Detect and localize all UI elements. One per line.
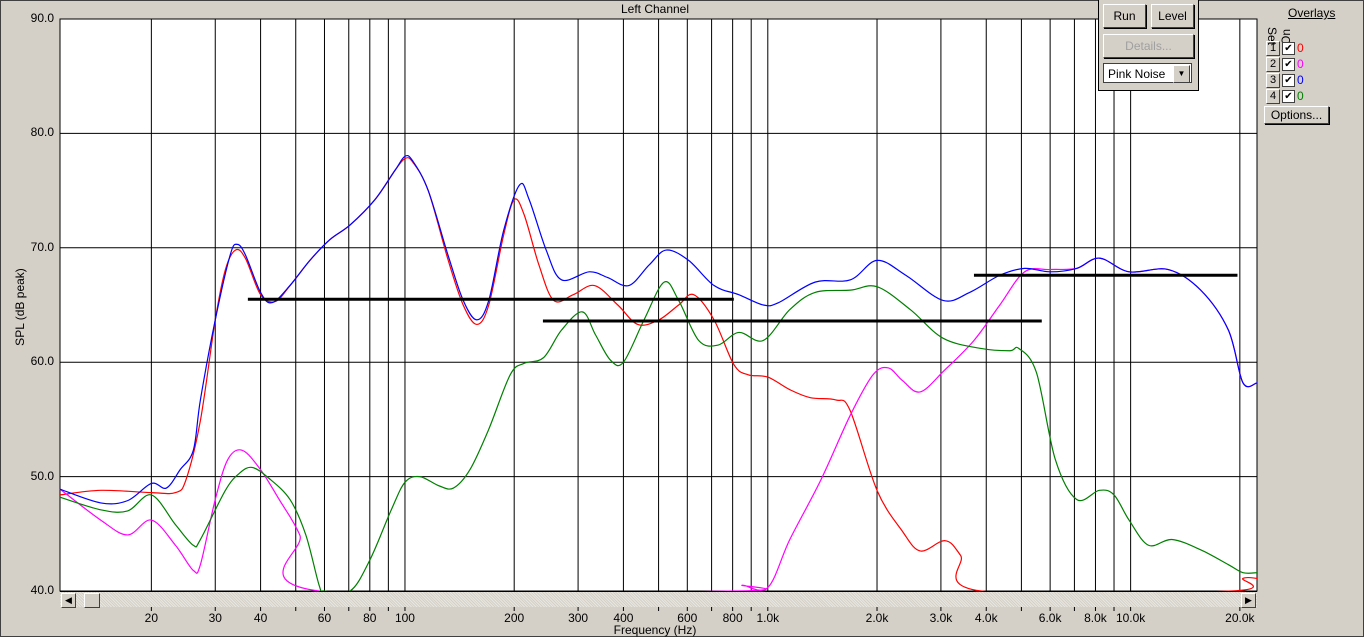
x-axis-label: Frequency (Hz) [613, 623, 697, 637]
x-tick-label: 200 [504, 611, 525, 625]
overlay-checkbox[interactable]: ✔ [1282, 58, 1295, 71]
x-tick-label: 800 [722, 611, 743, 625]
overlays-title: Overlays [1288, 6, 1336, 20]
overlay-checkbox[interactable]: ✔ [1282, 42, 1295, 55]
overlay-set-button[interactable]: 1 [1266, 41, 1280, 56]
x-tick-label: 2.0k [865, 611, 889, 625]
x-tick-label: 80 [363, 611, 377, 625]
x-tick-label: 20 [144, 611, 159, 625]
overlay-checkbox[interactable]: ✔ [1282, 74, 1295, 87]
x-tick-label: 20.0k [1225, 611, 1255, 625]
overlay-set-button[interactable]: 3 [1266, 73, 1280, 88]
overlays-panel: Overlays Set On 1 ✔ 0 2 ✔ 0 3 ✔ 0 4 ✔ 0 Options... [1262, 0, 1364, 130]
run-button[interactable]: Run [1103, 4, 1146, 28]
x-tick-label: 3.0k [929, 611, 953, 625]
overlay-value: 0 [1297, 41, 1304, 55]
x-tick-label: 30 [208, 611, 222, 625]
x-tick-label: 60 [317, 611, 332, 625]
x-tick-label: 300 [568, 611, 589, 625]
overlay-set-button[interactable]: 4 [1266, 89, 1280, 104]
x-tick-label: 100 [394, 611, 415, 625]
scroll-thumb[interactable] [84, 593, 100, 608]
x-tick-label: 8.0k [1084, 611, 1107, 625]
details-button[interactable]: Details... [1103, 34, 1194, 58]
y-tick-label: 90.0 [30, 11, 54, 25]
scroll-left-arrow-icon[interactable]: ◀ [61, 593, 76, 608]
scroll-right-arrow-icon[interactable]: ▶ [1241, 593, 1256, 608]
y-tick-label: 80.0 [30, 125, 54, 140]
x-tick-label: 1.0k [756, 611, 780, 625]
chart-title: Left Channel [620, 2, 690, 16]
x-tick-label: 10.0k [1115, 611, 1146, 625]
x-tick-label: 4.0k [974, 611, 998, 625]
options-button[interactable]: Options... [1264, 106, 1329, 124]
series-line-4 [59, 280, 1258, 595]
y-tick-label: 40.0 [30, 583, 54, 597]
y-tick-label: 50.0 [30, 468, 54, 483]
horizontal-scrollbar[interactable]: ◀ ▶ [60, 591, 1257, 608]
series-line-3 [59, 154, 1258, 505]
dropdown-arrow-icon[interactable]: ▼ [1173, 65, 1190, 83]
overlay-value: 0 [1297, 89, 1304, 103]
overlay-value: 0 [1297, 57, 1304, 71]
y-axis-label: SPL (dB peak) [13, 268, 27, 346]
y-tick-label: 60.0 [30, 354, 54, 369]
x-tick-label: 40 [253, 611, 268, 625]
overlay-checkbox[interactable]: ✔ [1282, 90, 1295, 103]
x-tick-label: 6.0k [1038, 611, 1062, 625]
control-panel: Run Level Details... Pink Noise ▼ [1098, 0, 1199, 91]
overlay-value: 0 [1297, 73, 1304, 87]
level-button[interactable]: Level [1151, 4, 1194, 28]
series-line-1 [59, 157, 1258, 595]
y-tick-label: 70.0 [30, 239, 54, 254]
signal-select-value: Pink Noise [1108, 67, 1166, 81]
overlay-set-button[interactable]: 2 [1266, 57, 1280, 72]
x-tick-label: 400 [613, 611, 634, 625]
x-tick-label: 600 [677, 611, 698, 625]
signal-select[interactable]: Pink Noise ▼ [1103, 63, 1192, 83]
